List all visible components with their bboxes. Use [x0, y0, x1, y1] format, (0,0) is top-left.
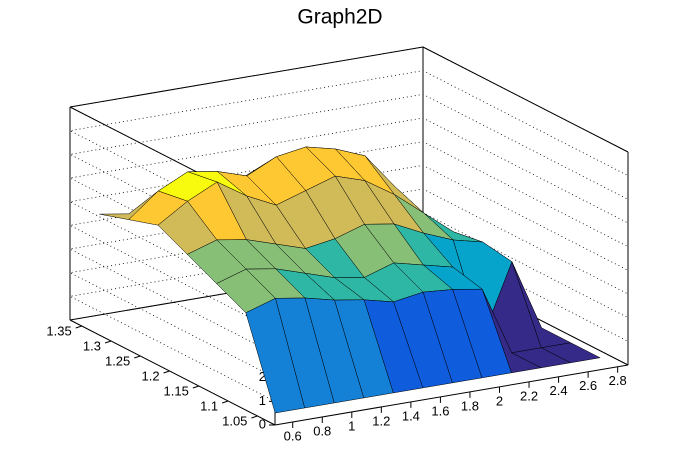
x-tick-label: 2 [496, 393, 503, 408]
z-tick-label: 0 [259, 416, 266, 431]
y-tick [104, 340, 112, 344]
y-tick [192, 385, 200, 389]
chart-title: Graph2D [297, 6, 382, 29]
z-tick-label: 2 [259, 369, 266, 384]
x-tick-label: 2.2 [520, 388, 538, 403]
y-axis [69, 319, 276, 426]
y-tick-label: 1.1 [200, 398, 218, 413]
y-tick [221, 400, 229, 404]
x-tick-label: 0.6 [284, 428, 302, 443]
x-tick-label: 1 [348, 418, 355, 433]
x-tick-label: 1.8 [461, 398, 479, 413]
x-tick-label: 0.8 [313, 423, 331, 438]
y-tick [75, 325, 82, 329]
y-tick-label: 1.05 [222, 413, 247, 428]
y-tick-label: 1.35 [46, 323, 71, 338]
y-tick [163, 370, 170, 374]
y-tick [134, 355, 141, 359]
x-tick-label: 2.8 [609, 373, 627, 388]
y-tick-label: 1.2 [141, 368, 159, 383]
y-tick-label: 1.3 [83, 338, 101, 353]
surface-cell [245, 297, 306, 414]
x-tick-label: 1.6 [431, 403, 449, 418]
x-tick-label: 1.2 [372, 413, 390, 428]
y-tick [251, 415, 258, 419]
z-tick-label: 1 [259, 393, 266, 408]
y-tick-label: 1.25 [105, 353, 130, 368]
x-tick-label: 1.4 [402, 408, 420, 423]
x-tick-label: 2.6 [579, 378, 597, 393]
x-axis [274, 364, 629, 426]
y-tick-label: 1.15 [164, 383, 189, 398]
x-tick-label: 2.4 [550, 383, 568, 398]
